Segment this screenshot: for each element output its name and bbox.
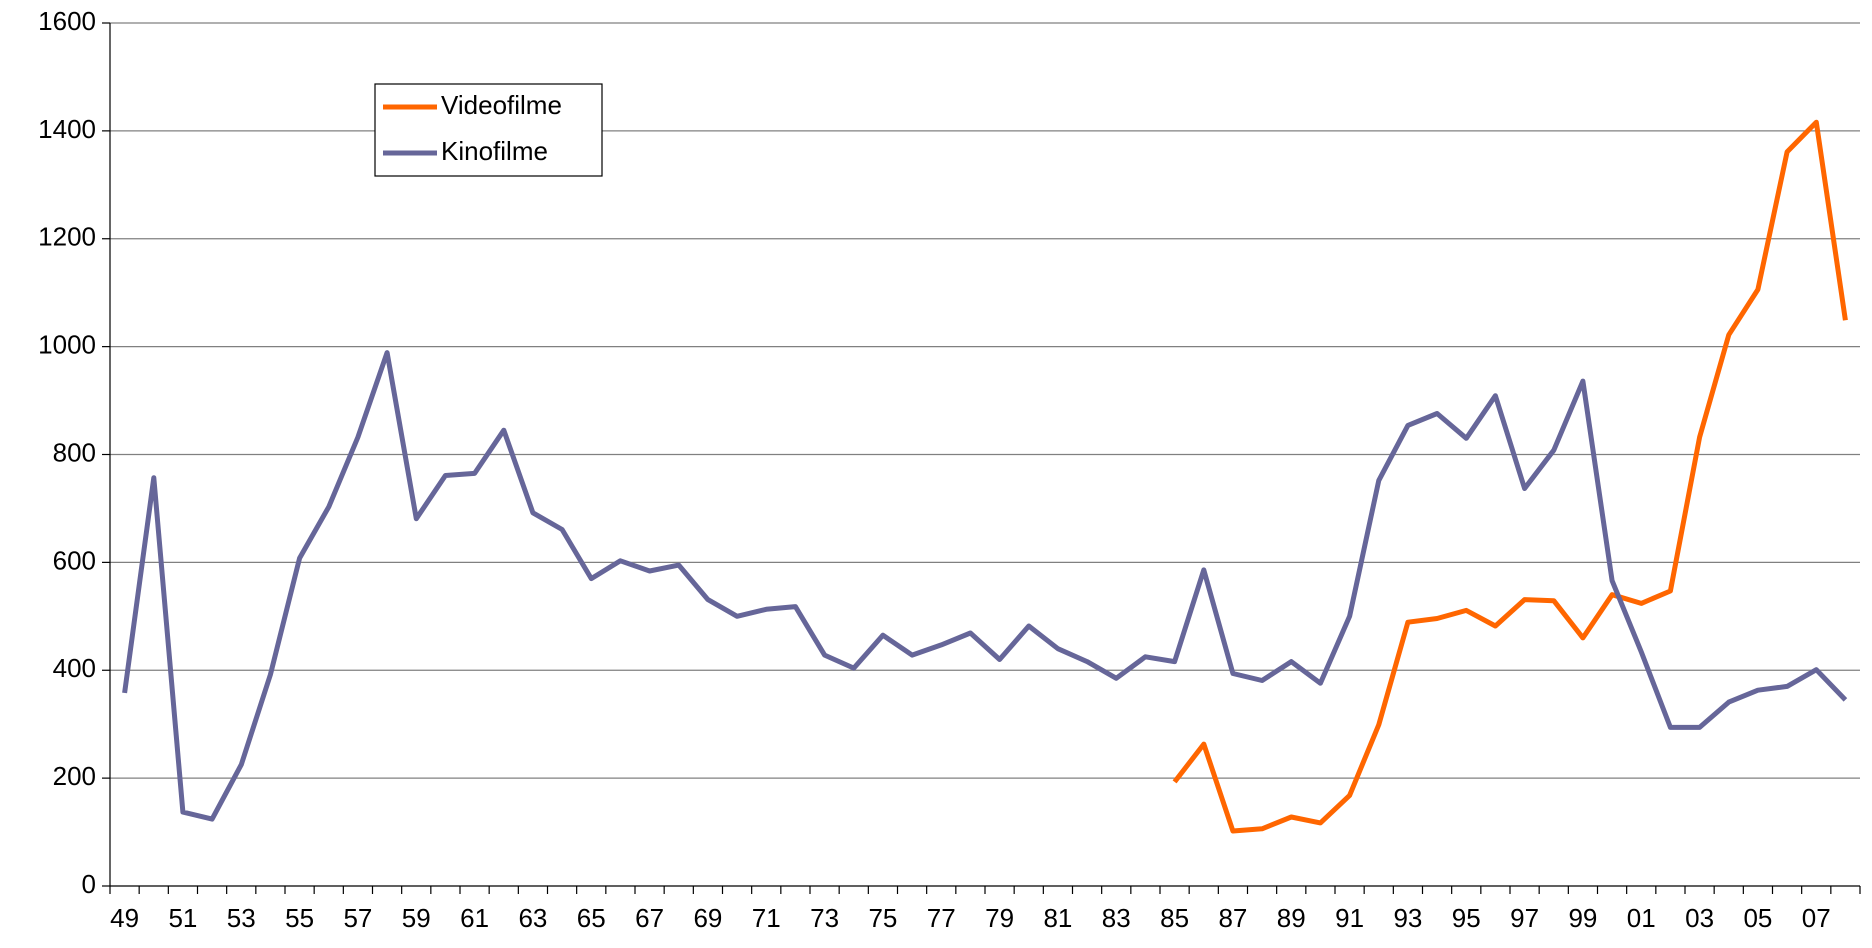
x-tick-label: 75 [868, 903, 897, 933]
y-tick-label: 1000 [38, 330, 96, 360]
y-tick-label: 1400 [38, 114, 96, 144]
x-tick-label: 53 [227, 903, 256, 933]
x-tick-label: 03 [1685, 903, 1714, 933]
line-series [122, 350, 1848, 822]
legend-label: Kinofilme [441, 136, 548, 166]
x-tick-label: 07 [1802, 903, 1831, 933]
x-tick-label: 65 [577, 903, 606, 933]
x-tick-label: 51 [168, 903, 197, 933]
x-tick-label: 71 [752, 903, 781, 933]
x-tick-label: 01 [1627, 903, 1656, 933]
x-tick-label: 99 [1568, 903, 1597, 933]
y-tick-label: 1600 [38, 6, 96, 36]
x-tick-label: 69 [693, 903, 722, 933]
y-tick-label: 600 [53, 545, 96, 575]
x-tick-label: 83 [1102, 903, 1131, 933]
x-tick-label: 77 [927, 903, 956, 933]
legend: Videofilme Kinofilme [374, 83, 603, 177]
y-tick-label: 200 [53, 761, 96, 791]
x-tick-label: 79 [985, 903, 1014, 933]
y-tick-label: 1200 [38, 222, 96, 252]
x-tick-label: 57 [343, 903, 372, 933]
x-tick-label: 89 [1277, 903, 1306, 933]
x-tick-label: 95 [1452, 903, 1481, 933]
x-tick-label: 85 [1160, 903, 1189, 933]
x-tick-label: 59 [402, 903, 431, 933]
x-tick-label: 97 [1510, 903, 1539, 933]
y-tick-label: 800 [53, 437, 96, 467]
x-tick-label: 49 [110, 903, 139, 933]
x-tick-label: 55 [285, 903, 314, 933]
y-tick-label: 400 [53, 653, 96, 683]
x-tick-label: 67 [635, 903, 664, 933]
x-tick-label: 61 [460, 903, 489, 933]
x-tick-label: 87 [1218, 903, 1247, 933]
x-tick-label: 63 [518, 903, 547, 933]
y-tick-label: 0 [82, 869, 96, 899]
line-series [1172, 119, 1848, 834]
x-tick-label: 93 [1393, 903, 1422, 933]
x-tick-label: 05 [1743, 903, 1772, 933]
x-tick-label: 81 [1043, 903, 1072, 933]
legend-box [374, 83, 603, 177]
x-tick-label: 73 [810, 903, 839, 933]
x-tick-label: 91 [1335, 903, 1364, 933]
legend-label: Videofilme [441, 90, 562, 120]
